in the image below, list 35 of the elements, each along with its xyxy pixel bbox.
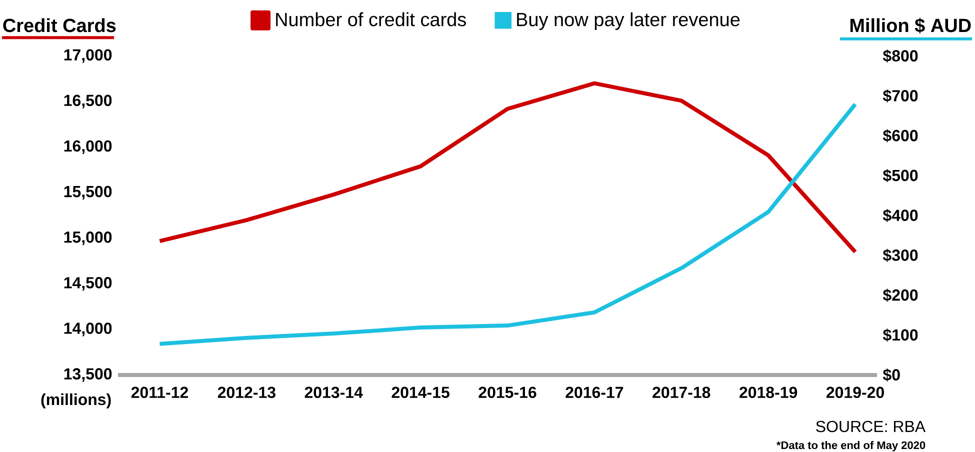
y-tick-label: 13,500 (64, 368, 112, 382)
x-tick-label: 2018-19 (740, 386, 798, 398)
line-series (158, 102, 858, 346)
text: (millions) (41, 393, 111, 408)
y-tick-label: 15,000 (64, 231, 112, 246)
y-tick-label: 16,500 (64, 94, 112, 108)
legend-label: Number of credit cards (276, 12, 466, 26)
y2-tick-label: $100 (882, 328, 918, 342)
y-tick-label: 15,500 (64, 186, 112, 200)
y-tick-label: 14,500 (64, 277, 112, 291)
y2-tick-label: $800 (882, 49, 918, 63)
y-tick-label: 16,000 (64, 140, 112, 154)
y2-axis-title: Million $ AUD (850, 18, 971, 34)
y2-tick-label: $500 (882, 169, 918, 182)
legend-label: Buy now pay later revenue (517, 12, 740, 30)
x-tick-label: 2013-14 (304, 386, 363, 398)
line-series (158, 81, 858, 254)
y-tick-label: 14,000 (64, 322, 112, 336)
x-tick-label: 2014-15 (392, 386, 450, 398)
y2-tick-label: $400 (882, 208, 918, 222)
x-tick-label: 2015-16 (478, 386, 536, 398)
x-tick-label: 2017-18 (652, 386, 710, 398)
y-tick-label: 17,000 (64, 49, 112, 63)
x-tick-label: 2016-17 (566, 386, 624, 398)
x-tick-label: 2012-13 (218, 386, 276, 398)
x-tick-label: 2011-12 (131, 386, 188, 398)
y2-tick-label: $200 (882, 288, 918, 302)
text: *Data to the end of May 2020 (776, 441, 926, 452)
x-tick-label: 2019-20 (826, 386, 884, 398)
y2-tick-label: $0 (882, 368, 900, 382)
y2-tick-label: $300 (882, 248, 918, 262)
y2-tick-label: $700 (882, 89, 918, 102)
y-axis-title: Credit Cards (3, 18, 116, 32)
y2-tick-label: $600 (882, 129, 918, 142)
source-note: SOURCE: RBA (816, 420, 926, 432)
